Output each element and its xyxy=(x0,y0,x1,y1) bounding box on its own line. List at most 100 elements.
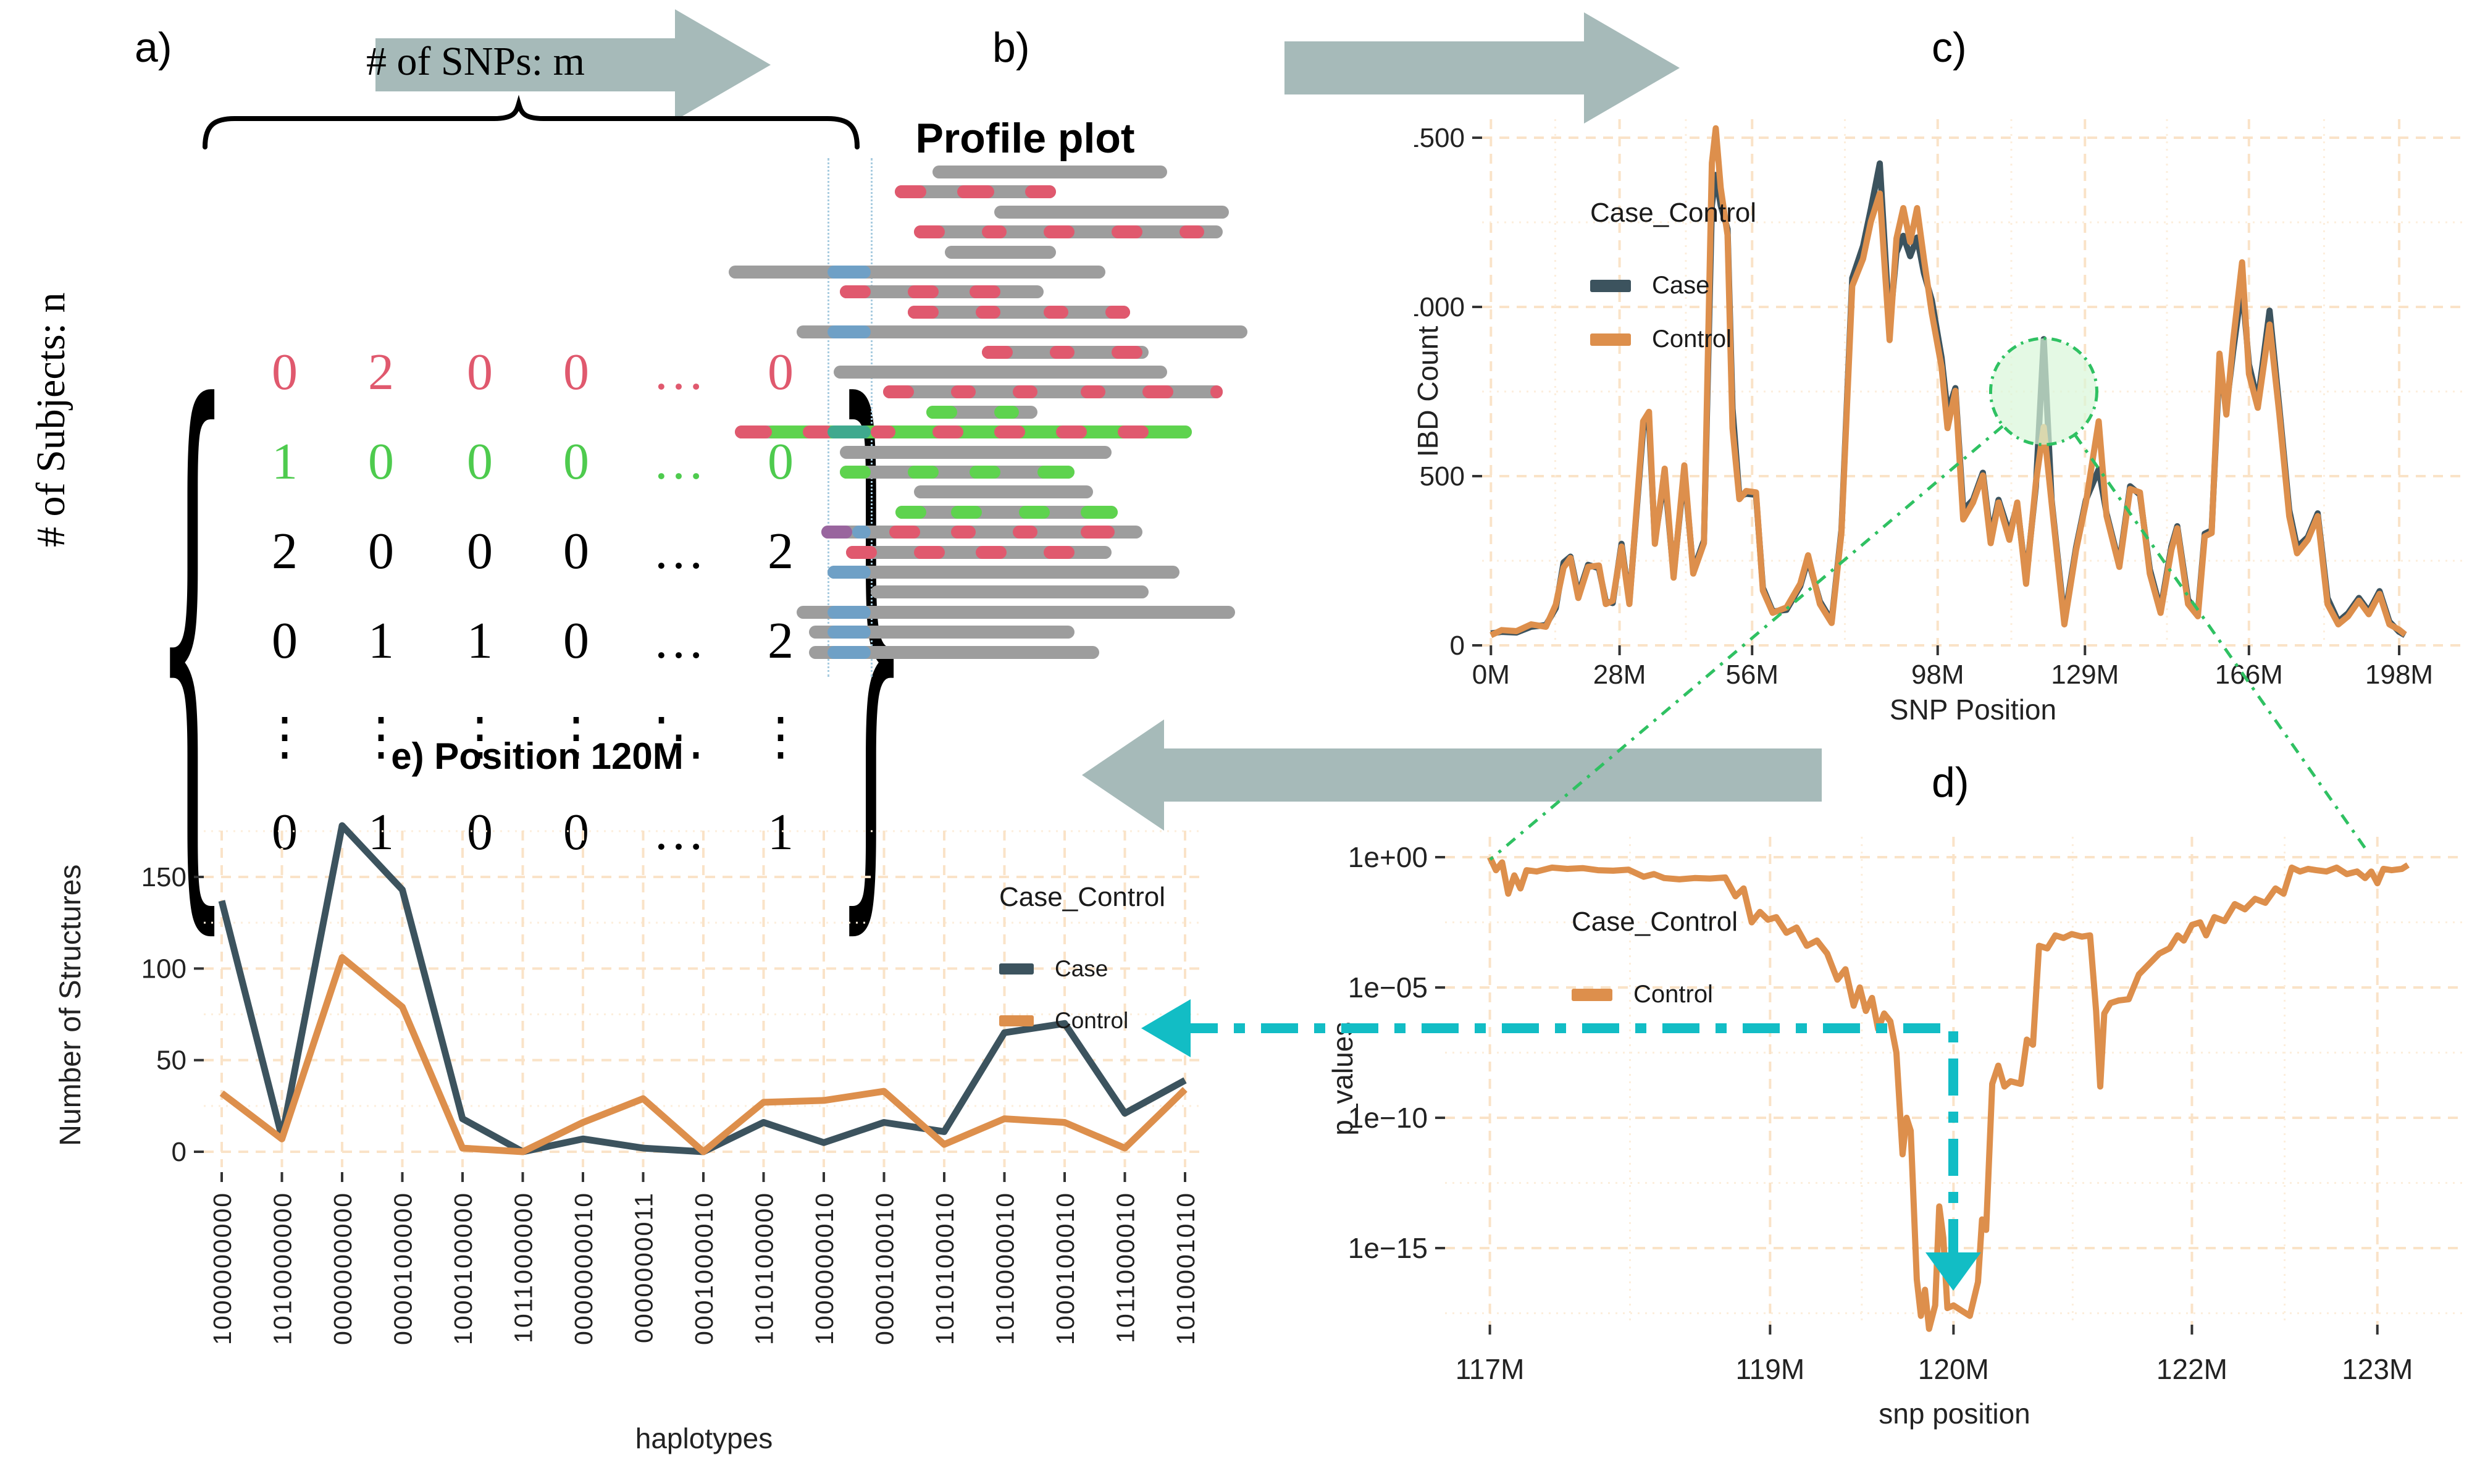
pvalues-chart: 117M 119M 120M 122M 123M 1e+00 1e−05 1e−10 1e−15… xyxy=(1328,837,2464,1430)
panel-e-title: e) Position 120M xyxy=(391,736,684,777)
profile-bar-segment-r xyxy=(882,385,915,399)
matrix-cell-r3c4: … xyxy=(653,612,705,669)
control-swatch-icon xyxy=(1572,988,1612,1001)
profile-bar xyxy=(796,605,1236,619)
legend-item-control: Control xyxy=(1572,981,1738,1008)
matrix-cell-r2c5: 2 xyxy=(768,522,794,580)
profile-bar-segment-b xyxy=(852,526,871,539)
profile-bar-segment-r xyxy=(907,305,939,319)
profile-bar xyxy=(809,645,1100,659)
axis-tick-label: 500 xyxy=(1420,461,1465,492)
matrix-cell-r0c5: 0 xyxy=(768,343,794,401)
profile-bar-segment-r xyxy=(1111,345,1142,359)
profile-bar-segment-b xyxy=(827,325,871,339)
profile-bar-segment-g xyxy=(840,466,871,479)
profile-bar-segment-g xyxy=(926,405,957,419)
profile-bar-segment-t xyxy=(827,425,871,439)
chart-c-legend: Case_Control Case Control xyxy=(1590,198,1756,353)
profile-bar-segment-r xyxy=(976,305,1001,319)
profile-bar-segment-r xyxy=(889,526,921,539)
legend-item-case: Case xyxy=(999,956,1165,982)
profile-bar-segment-g xyxy=(1019,505,1050,519)
matrix-cell-r0c1: 2 xyxy=(368,343,394,401)
profile-bar xyxy=(809,626,1075,639)
profile-bar xyxy=(846,545,1112,559)
matrix-cell-r3c3: 0 xyxy=(563,612,589,669)
profile-bar-segment-r xyxy=(1043,545,1075,559)
haplotype-tick-label: 1000100010 xyxy=(1051,1192,1079,1345)
profile-bar xyxy=(821,526,1142,539)
ibd-count-chart: 0M 28M 56M 98M 129M 166M 198M 0 500 1000 1500 SNP P… xyxy=(1414,119,2464,726)
profile-bar-segment-r xyxy=(802,425,834,439)
haplotype-tick-label: 0001000010 xyxy=(690,1192,718,1345)
profile-plot-bars xyxy=(729,158,1254,677)
profile-bar xyxy=(840,285,1044,299)
haplotype-tick-label: 1011000000 xyxy=(509,1192,538,1343)
axis-tick-label: 0 xyxy=(1450,631,1465,661)
matrix-cell-r3c2: 1 xyxy=(467,612,493,669)
legend-title: Case_Control xyxy=(999,882,1166,912)
profile-bar-segment-r xyxy=(970,285,1001,299)
profile-bar xyxy=(994,205,1230,219)
profile-bar xyxy=(895,185,1057,199)
axis-tick-label: 120M xyxy=(1918,1353,1989,1385)
flow-arrow-d-to-e-icon xyxy=(1082,719,1822,831)
profile-bar xyxy=(926,405,1037,419)
profile-bar-segment-r xyxy=(951,385,976,399)
control-line-series xyxy=(219,954,1188,1155)
matrix-cell-r4c3: ⋮ xyxy=(550,708,602,766)
matrix-cell-r5c5: 1 xyxy=(768,803,794,861)
axis-tick-label: 0M xyxy=(1472,660,1510,690)
matrix-cell-r5c4: … xyxy=(653,803,705,861)
axis-tick-label: 28M xyxy=(1593,660,1646,690)
axis-tick-label: 1e−05 xyxy=(1348,971,1428,1004)
matrix-cell-r4c0: ⋮ xyxy=(259,708,311,766)
legend-item-control: Control xyxy=(999,1008,1165,1034)
profile-bar-segment-r xyxy=(1050,345,1075,359)
profile-bar-segment-r xyxy=(914,225,945,239)
matrix-cell-r5c0: 0 xyxy=(272,803,298,861)
haplotype-tick-label: 0000000011 xyxy=(630,1192,658,1343)
matrix-left-brace: { xyxy=(156,290,229,980)
matrix-cell-r4c5: ⋮ xyxy=(755,708,807,766)
legend-label: Control xyxy=(1633,981,1713,1008)
haplotype-tick-label: 1000000000 xyxy=(208,1192,237,1345)
matrix-cell-r0c0: 0 xyxy=(272,343,298,401)
haplotype-tick-label: 1000000010 xyxy=(810,1192,839,1345)
matrix-cell-r4c2: ⋮ xyxy=(454,708,506,766)
legend-item-control: Control xyxy=(1590,325,1756,353)
matrix-cell-r0c3: 0 xyxy=(563,343,589,401)
profile-bar xyxy=(840,466,1075,479)
matrix-cell-r2c1: 0 xyxy=(368,522,394,580)
profile-bar xyxy=(914,225,1223,239)
profile-bar-segment-r xyxy=(1179,225,1205,239)
legend-label: Case xyxy=(1055,956,1108,981)
profile-bar-segment-r xyxy=(895,185,926,199)
matrix-cell-r1c5: 0 xyxy=(768,433,794,490)
profile-bar-segment-g xyxy=(907,466,939,479)
profile-bar-segment-r xyxy=(976,545,1007,559)
axis-tick-label: 1e−10 xyxy=(1348,1102,1428,1134)
legend-label: Case xyxy=(1652,272,1710,299)
panel-b-label: b) xyxy=(992,24,1030,71)
panel-c-label: c) xyxy=(1932,24,1967,71)
control-swatch-icon xyxy=(999,1015,1034,1026)
profile-bar-segment-b xyxy=(827,645,871,659)
matrix-cell-r1c2: 0 xyxy=(467,433,493,490)
profile-bar-segment-r xyxy=(1081,385,1106,399)
profile-bar-segment-g xyxy=(970,466,1001,479)
case-swatch-icon xyxy=(999,963,1034,975)
profile-bar-segment-g xyxy=(994,405,1020,419)
profile-bar-segment-r xyxy=(1117,425,1149,439)
axis-tick-label: 56M xyxy=(1725,660,1779,690)
axis-tick-label: 1e−15 xyxy=(1348,1232,1428,1264)
matrix-cell-r0c2: 0 xyxy=(467,343,493,401)
profile-bar xyxy=(834,366,1167,379)
matrix-cell-r3c1: 1 xyxy=(368,612,394,669)
y-axis-title: IBD Count xyxy=(1414,326,1444,457)
genotype-matrix: 0 2 0 0 … 0 1 0 0 0 … 0 2 0 0 0 … 2 0 1 1 0 … 2 ⋮ ⋮ ⋮ ⋮ ⋱ ⋮ 0 1 0 0 … 1 xyxy=(238,327,827,877)
flow-arrow-a-to-b-icon xyxy=(375,9,771,120)
matrix-cell-r4c4: ⋱ xyxy=(653,708,705,766)
axis-tick-label: 98M xyxy=(1911,660,1964,690)
haplotype-tick-label: 1010001010 xyxy=(1171,1192,1200,1345)
